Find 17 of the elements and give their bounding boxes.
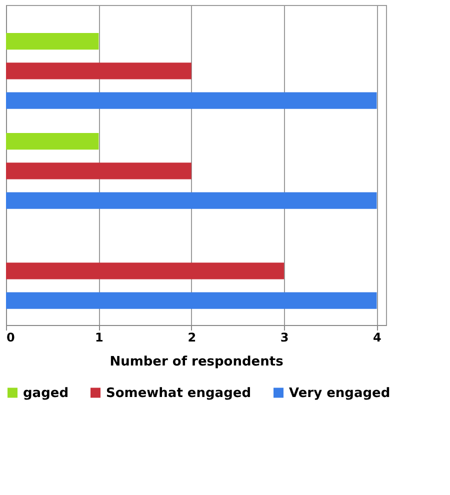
legend-label: gaged (23, 386, 69, 401)
x-tick-label: 0 (6, 330, 15, 344)
bar (6, 192, 377, 209)
legend-label: Very engaged (289, 386, 390, 401)
bar (6, 133, 99, 150)
x-tick-label: 4 (373, 330, 382, 344)
bar (6, 92, 377, 109)
bar (6, 162, 192, 180)
x-tick-label: 2 (188, 330, 196, 344)
x-axis-title: Number of respondents (110, 354, 284, 370)
x-tick-label: 1 (95, 330, 104, 344)
legend-label: Somewhat engaged (106, 386, 252, 401)
bar (6, 33, 99, 50)
bar (6, 292, 377, 309)
bar (6, 262, 284, 280)
x-tick-label: 3 (280, 330, 289, 344)
bar (6, 62, 192, 80)
